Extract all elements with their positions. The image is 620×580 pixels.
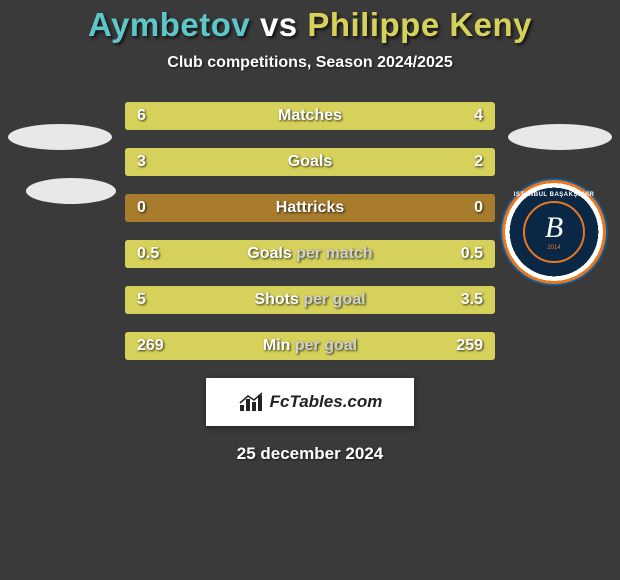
club-badge-letter: B	[545, 213, 563, 243]
stat-row: 269 259 Min per goal	[125, 332, 495, 360]
stats-bars: 6 4 Matches 3 2 Goals 0 0 Hattricks 0.5 0.5 Goals p…	[125, 102, 495, 360]
stat-row: 3 2 Goals	[125, 148, 495, 176]
stat-row: 0.5 0.5 Goals per match	[125, 240, 495, 268]
stat-value-left: 5	[125, 291, 158, 309]
stat-value-left: 0.5	[125, 245, 171, 263]
brand-text: FcTables.com	[270, 392, 383, 412]
stat-label: Min per goal	[263, 337, 357, 355]
club-badge-name: ISTANBUL BAŞAKŞEHİR	[514, 192, 595, 198]
stat-row: 0 0 Hattricks	[125, 194, 495, 222]
player2-avatar-placeholder	[508, 124, 612, 150]
stat-row: 5 3.5 Shots per goal	[125, 286, 495, 314]
stat-label: Goals per match	[247, 245, 372, 263]
stat-value-left: 0	[125, 199, 158, 217]
stat-label: Goals	[288, 153, 332, 171]
brand-chart-icon	[238, 391, 264, 413]
stat-label: Matches	[278, 107, 342, 125]
player2-name: Philippe Keny	[307, 6, 532, 43]
club-badge-year: 2014	[547, 245, 560, 251]
stat-value-left: 6	[125, 107, 158, 125]
stat-value-left: 269	[125, 337, 176, 355]
stat-label: Shots per goal	[254, 291, 365, 309]
stat-value-left: 3	[125, 153, 158, 171]
player1-avatar-placeholder	[8, 124, 112, 150]
subtitle: Club competitions, Season 2024/2025	[0, 54, 620, 72]
player2-club-badge: ISTANBUL BAŞAKŞEHİR B 2014	[500, 178, 608, 286]
stat-value-right: 4	[462, 107, 495, 125]
stat-label: Hattricks	[276, 199, 344, 217]
content-wrapper: Aymbetov vs Philippe Keny Club competiti…	[0, 0, 620, 580]
player1-name: Aymbetov	[88, 6, 250, 43]
stat-value-right: 0	[462, 199, 495, 217]
page-title: Aymbetov vs Philippe Keny	[0, 6, 620, 44]
stat-value-right: 0.5	[449, 245, 495, 263]
player1-club-placeholder	[26, 178, 116, 204]
date-text: 25 december 2024	[0, 444, 620, 464]
stat-value-right: 259	[444, 337, 495, 355]
vs-text: vs	[260, 6, 298, 43]
stat-value-right: 3.5	[449, 291, 495, 309]
stat-value-right: 2	[462, 153, 495, 171]
brand-badge: FcTables.com	[206, 378, 414, 426]
club-badge-inner: B 2014	[523, 201, 585, 263]
stat-row: 6 4 Matches	[125, 102, 495, 130]
